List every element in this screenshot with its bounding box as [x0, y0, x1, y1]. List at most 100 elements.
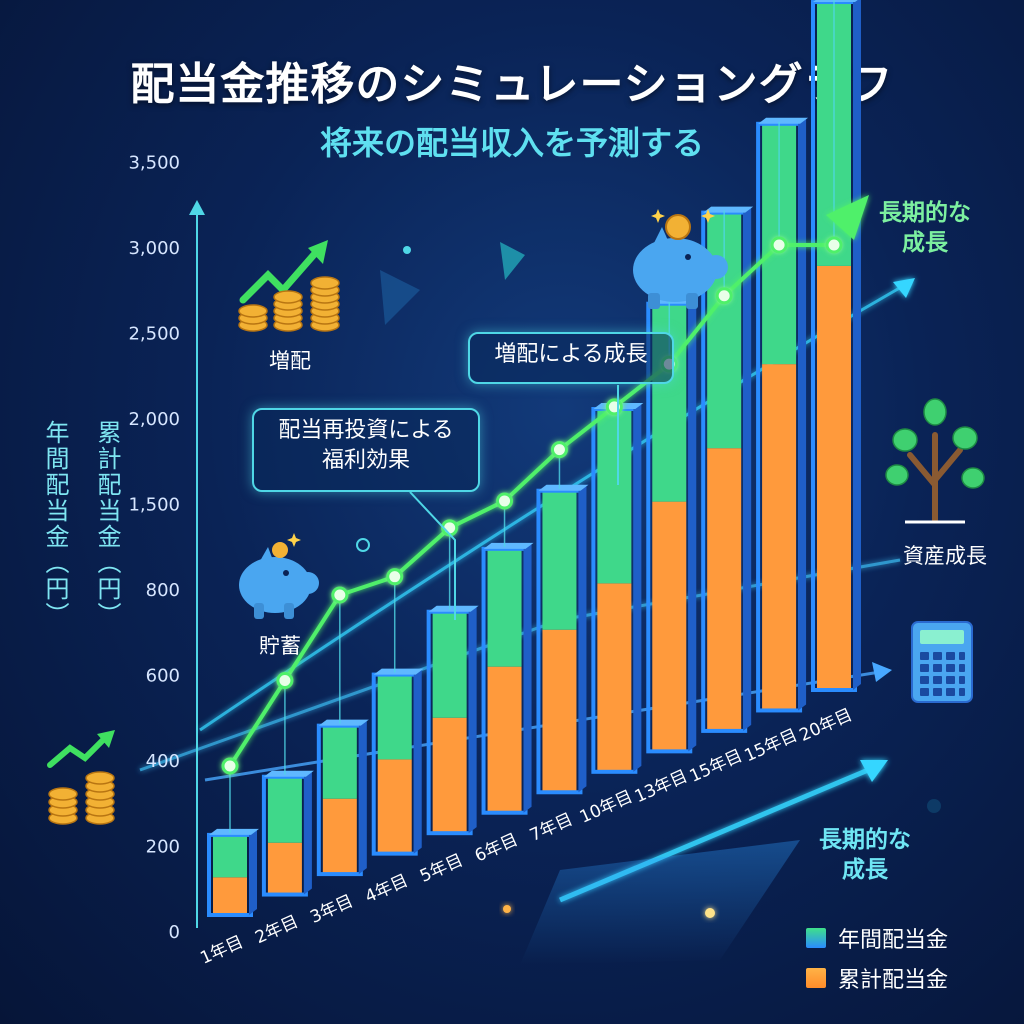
- x-tick-label: 5年目: [417, 850, 466, 887]
- y-tick-label: 2,000: [128, 409, 180, 430]
- bar-top: [263, 770, 314, 777]
- y-tick-label: 600: [146, 666, 180, 687]
- bar-side: [358, 719, 367, 875]
- label-long-term-bottom-line1: 長期的な: [819, 827, 911, 853]
- annotation-savings: 貯蓄: [259, 634, 301, 658]
- bar-top: [428, 605, 479, 612]
- bar-cumulative: [597, 583, 632, 772]
- bar-annual: [377, 674, 412, 760]
- label-long-term-bottom: 長期的な 成長: [805, 825, 925, 885]
- bar-side: [523, 542, 532, 813]
- line-point: [386, 568, 404, 586]
- coins-icon: [238, 240, 340, 332]
- line-point: [770, 236, 788, 254]
- bar-side: [688, 297, 697, 752]
- annotation-asset-growth: 資産成長: [903, 544, 987, 568]
- piggy-bank-icon: [239, 533, 319, 619]
- legend-swatch-annual: [806, 928, 826, 948]
- x-tick-label: 20年目: [796, 705, 855, 746]
- label-long-term-top-line2: 成長: [902, 230, 948, 256]
- bar-top: [483, 542, 534, 549]
- bar-cumulative: [487, 666, 522, 813]
- bar-side: [743, 206, 752, 731]
- callout-growth-by-increase: 増配による成長: [468, 332, 674, 384]
- bar-annual: [487, 548, 522, 667]
- y-tick-label: 3,000: [128, 238, 180, 259]
- bar-cumulative: [652, 501, 687, 752]
- x-tick-label: 1年目: [197, 932, 246, 969]
- callout-growth-by-increase-text: 増配による成長: [494, 342, 648, 367]
- line-point: [825, 236, 843, 254]
- money-tree-icon: [885, 398, 985, 524]
- bar-cumulative: [542, 629, 577, 793]
- legend-label-annual: 年間配当金: [838, 928, 949, 953]
- bar-top: [209, 828, 259, 835]
- calculator-icon: [911, 621, 973, 703]
- legend: 年間配当金 累計配当金: [806, 918, 948, 998]
- bar-top: [703, 206, 754, 213]
- bar-side: [633, 402, 642, 772]
- bar-annual: [432, 611, 467, 718]
- line-point: [221, 757, 239, 775]
- y-axis-label-annual: 年間配当金（円）: [41, 420, 69, 628]
- line-point: [496, 492, 514, 510]
- y-axis-label-cumulative: 累計配当金（円）: [93, 420, 121, 628]
- line-point: [605, 398, 623, 416]
- y-tick-label: 2,500: [128, 324, 180, 345]
- bar-side: [853, 0, 861, 690]
- line-point: [715, 287, 733, 305]
- label-long-term-bottom-line2: 成長: [842, 857, 888, 883]
- line-arrowhead: [826, 195, 869, 240]
- coins-icon-small: [47, 730, 115, 825]
- annotation-increase: 増配: [269, 349, 311, 373]
- line-point: [550, 441, 568, 459]
- bar-side: [303, 770, 312, 895]
- y-tick-label: 3,500: [128, 153, 180, 174]
- bar-cumulative: [817, 265, 851, 690]
- legend-swatch-cumulative: [806, 968, 826, 988]
- bar-cumulative: [213, 877, 247, 915]
- label-long-term-top-line1: 長期的な: [879, 200, 971, 226]
- bar-side: [249, 828, 257, 915]
- label-long-term-top: 長期的な 成長: [870, 198, 980, 258]
- y-tick-label: 0: [169, 922, 180, 943]
- bar-cumulative: [707, 448, 742, 731]
- y-tick-label: 400: [146, 751, 180, 772]
- y-tick-label: 800: [146, 580, 180, 601]
- bar-cumulative: [267, 842, 302, 895]
- bar-top: [373, 668, 424, 675]
- bar-annual: [597, 408, 632, 584]
- bar-cumulative: [377, 759, 412, 854]
- line-point: [331, 586, 349, 604]
- bar-annual: [267, 776, 302, 843]
- x-tick-label: 4年目: [362, 871, 411, 908]
- x-tick-label: 15年目: [687, 746, 746, 787]
- bar-side: [413, 668, 422, 854]
- x-tick-label: 6年目: [472, 830, 521, 867]
- chart-subtitle: 将来の配当収入を予測する: [319, 124, 704, 162]
- line-point: [276, 672, 294, 689]
- bar-top: [538, 484, 589, 491]
- bar-side: [578, 484, 587, 793]
- callout-connectors: [409, 385, 619, 620]
- piggy-bank-icon-top: [633, 209, 728, 309]
- y-tick-label: 1,500: [128, 495, 180, 516]
- bar-top: [758, 117, 809, 124]
- x-tick-label: 10年目: [577, 787, 636, 828]
- y-ticks: 0 200 400 600 800 1,500 2,000 2,500 3,000 3,500: [128, 153, 180, 944]
- chart-title: 配当金推移のシミュレーショングラフ: [130, 59, 894, 110]
- callout-reinvest: 配当再投資による 福利効果: [252, 408, 480, 492]
- x-tick-label: 13年目: [632, 766, 691, 807]
- bar-top: [318, 719, 369, 726]
- callout-reinvest-line2: 福利効果: [321, 448, 410, 473]
- bar-side: [468, 605, 477, 834]
- bar-top: [813, 0, 858, 3]
- y-tick-label: 200: [146, 837, 180, 858]
- bar-side: [798, 117, 807, 711]
- bar-annual: [322, 725, 357, 799]
- line-path: [228, 243, 834, 768]
- bar-annual: [213, 834, 247, 878]
- x-tick-label: 3年目: [307, 891, 356, 928]
- bar-cumulative: [762, 364, 797, 711]
